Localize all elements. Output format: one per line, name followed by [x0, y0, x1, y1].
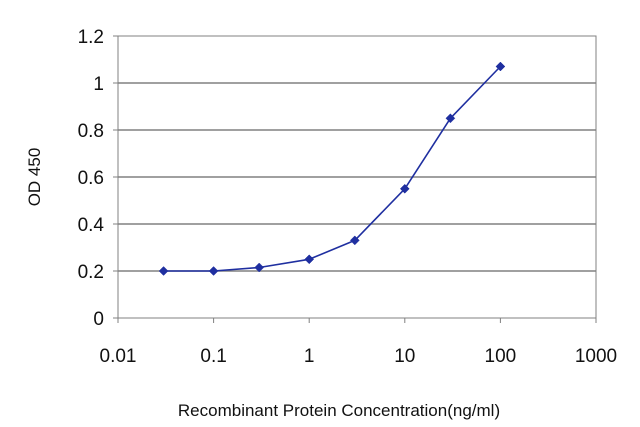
y-tick-label-1: 0.2 [78, 262, 104, 283]
data-point-6 [445, 113, 456, 124]
x-tick-label-0: 0.01 [100, 346, 137, 367]
x-tick-label-2: 1 [304, 346, 315, 367]
y-axis-title: OD 450 [25, 148, 44, 207]
y-tick-label-5: 1 [93, 74, 104, 95]
x-tick-label-3: 10 [394, 346, 415, 367]
series-line-0 [163, 65, 501, 272]
y-axis-tick-labels: 0 0.2 0.4 0.6 0.8 1 1.2 [78, 27, 105, 330]
x-axis-tick-marks [117, 318, 597, 323]
data-point-5 [399, 183, 410, 194]
y-tick-label-6: 1.2 [78, 27, 104, 48]
data-point-1 [208, 266, 219, 276]
y-tick-label-2: 0.4 [78, 215, 105, 236]
x-axis-title: Recombinant Protein Concentration(ng/ml) [178, 401, 500, 420]
data-point-2 [254, 262, 265, 273]
x-tick-label-4: 100 [485, 346, 517, 367]
data-point-7 [495, 61, 506, 72]
y-tick-label-0: 0 [93, 309, 104, 330]
data-point-0 [158, 266, 169, 276]
x-tick-label-1: 0.1 [200, 346, 226, 367]
y-axis-tick-marks [113, 35, 118, 319]
y-tick-label-4: 0.8 [78, 121, 104, 142]
y-tick-label-3: 0.6 [78, 168, 104, 189]
data-point-4 [349, 235, 360, 246]
grid-lines [118, 82, 596, 272]
data-point-3 [304, 254, 315, 265]
data-series [158, 61, 506, 276]
x-tick-label-5: 1000 [575, 346, 617, 367]
x-axis-tick-labels: 0.01 0.1 1 10 100 1000 [100, 346, 618, 367]
